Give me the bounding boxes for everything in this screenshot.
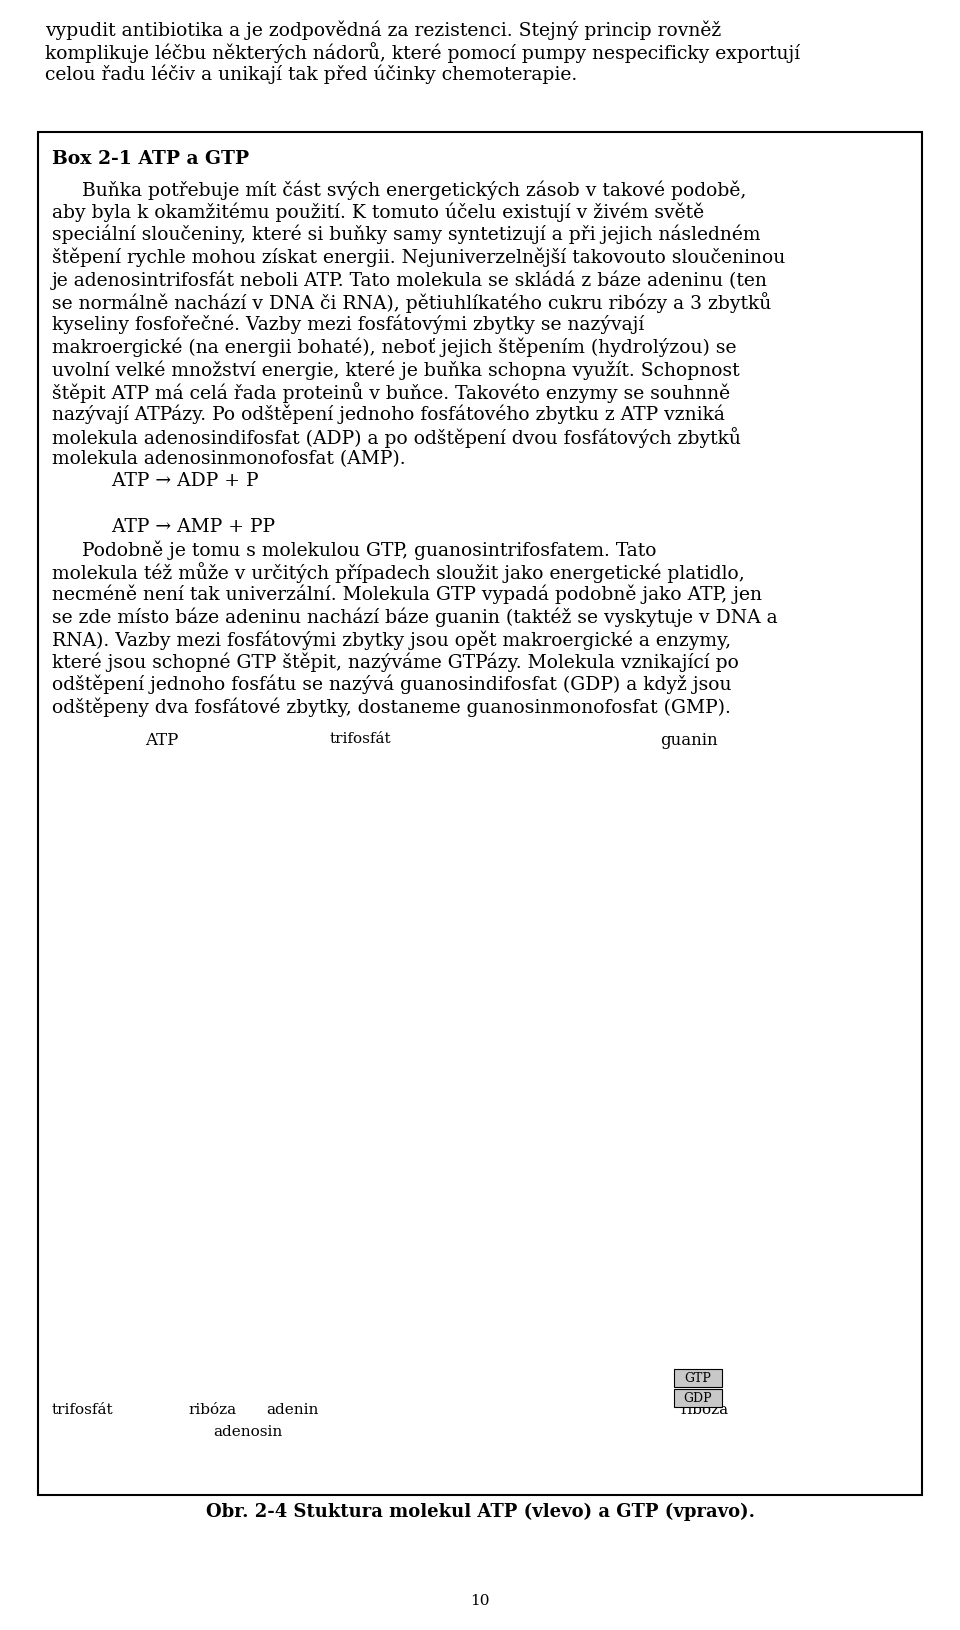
Text: adenosin: adenosin	[213, 1425, 282, 1439]
Text: necméně není tak univerzální. Molekula GTP vypadá podobně jako ATP, jen: necméně není tak univerzální. Molekula G…	[52, 585, 762, 605]
Text: trifosfát: trifosfát	[330, 732, 392, 747]
Text: Podobně je tomu s molekulou GTP, guanosintrifosfatem. Tato: Podobně je tomu s molekulou GTP, guanosi…	[52, 540, 657, 559]
Text: je adenosintrifosfát neboli ATP. Tato molekula se skládá z báze adeninu (ten: je adenosintrifosfát neboli ATP. Tato mo…	[52, 271, 768, 290]
Text: odštěpeny dva fosfátové zbytky, dostaneme guanosinmonofosfat (GMP).: odštěpeny dva fosfátové zbytky, dostanem…	[52, 698, 731, 717]
Text: kyseliny fosfořečné. Vazby mezi fosfátovými zbytky se nazývají: kyseliny fosfořečné. Vazby mezi fosfátov…	[52, 315, 644, 334]
Text: ATP → AMP + PP: ATP → AMP + PP	[52, 517, 275, 536]
Text: Obr. 2-4 Stuktura molekul ATP (vlevo) a GTP (vpravo).: Obr. 2-4 Stuktura molekul ATP (vlevo) a …	[205, 1503, 755, 1521]
Text: se normálně nachází v DNA či RNA), pětiuhlíkatého cukru ribózy a 3 zbytků: se normálně nachází v DNA či RNA), pětiu…	[52, 292, 771, 313]
Text: trifosfát: trifosfát	[52, 1403, 113, 1416]
Text: ATP → ADP + P: ATP → ADP + P	[52, 473, 258, 491]
Text: komplikuje léčbu některých nádorů, které pomocí pumpy nespecificky exportují: komplikuje léčbu některých nádorů, které…	[45, 42, 800, 64]
Text: štěpení rychle mohou získat energii. Nejuniverzelnější takovouto sloučeninou: štěpení rychle mohou získat energii. Nej…	[52, 248, 785, 267]
Bar	[38, 132, 922, 1495]
Text: ribóza: ribóza	[680, 1403, 728, 1416]
Text: uvolní velké množství energie, které je buňka schopna využít. Schopnost: uvolní velké množství energie, které je …	[52, 360, 739, 380]
Text: molekula adenosinmonofosfat (AMP).: molekula adenosinmonofosfat (AMP).	[52, 450, 406, 468]
Text: GDP: GDP	[684, 1392, 712, 1405]
Text: celou řadu léčiv a unikají tak před účinky chemoterapie.: celou řadu léčiv a unikají tak před účin…	[45, 65, 577, 85]
Bar	[674, 1369, 722, 1387]
Text: Buňka potřebuje mít část svých energetických zásob v takové podobě,: Buňka potřebuje mít část svých energetic…	[52, 179, 746, 199]
Text: Box 2-1 ATP a GTP: Box 2-1 ATP a GTP	[52, 150, 250, 168]
Text: ribóza: ribóza	[188, 1403, 236, 1416]
Text: adenin: adenin	[266, 1403, 319, 1416]
Text: molekula též může v určitých případech sloužit jako energetické platidlo,: molekula též může v určitých případech s…	[52, 562, 745, 584]
Text: nazývají ATPázy. Po odštěpení jednoho fosfátového zbytku z ATP vzniká: nazývají ATPázy. Po odštěpení jednoho fo…	[52, 404, 725, 424]
Text: aby byla k okamžitému použití. K tomuto účelu existují v živém světě: aby byla k okamžitému použití. K tomuto …	[52, 202, 704, 222]
Text: 10: 10	[470, 1594, 490, 1609]
Text: RNA). Vazby mezi fosfátovými zbytky jsou opět makroergické a enzymy,: RNA). Vazby mezi fosfátovými zbytky jsou…	[52, 631, 732, 649]
Text: guanin: guanin	[660, 732, 718, 750]
Text: makroergické (na energii bohaté), neboť jejich štěpením (hydrolýzou) se: makroergické (na energii bohaté), neboť …	[52, 337, 736, 357]
Text: se zde místo báze adeninu nachází báze guanin (taktéž se vyskytuje v DNA a: se zde místo báze adeninu nachází báze g…	[52, 608, 778, 628]
Text: ATP: ATP	[145, 732, 179, 750]
Text: štěpit ATP má celá řada proteinů v buňce. Takovéto enzymy se souhnně: štěpit ATP má celá řada proteinů v buňce…	[52, 383, 731, 404]
Text: které jsou schopné GTP štěpit, nazýváme GTPázy. Molekula vznikající po: které jsou schopné GTP štěpit, nazýváme …	[52, 652, 739, 672]
Text: speciální sloučeniny, které si buňky samy syntetizují a při jejich následném: speciální sloučeniny, které si buňky sam…	[52, 225, 760, 244]
Text: vypudit antibiotika a je zodpovědná za rezistenci. Stejný princip rovněž: vypudit antibiotika a je zodpovědná za r…	[45, 20, 721, 39]
Bar	[674, 1389, 722, 1407]
Text: GTP: GTP	[684, 1371, 711, 1384]
Text: odštěpení jednoho fosfátu se nazývá guanosindifosfat (GDP) a když jsou: odštěpení jednoho fosfátu se nazývá guan…	[52, 675, 732, 694]
Text: molekula adenosindifosfat (ADP) a po odštěpení dvou fosfátových zbytků: molekula adenosindifosfat (ADP) a po odš…	[52, 427, 741, 448]
